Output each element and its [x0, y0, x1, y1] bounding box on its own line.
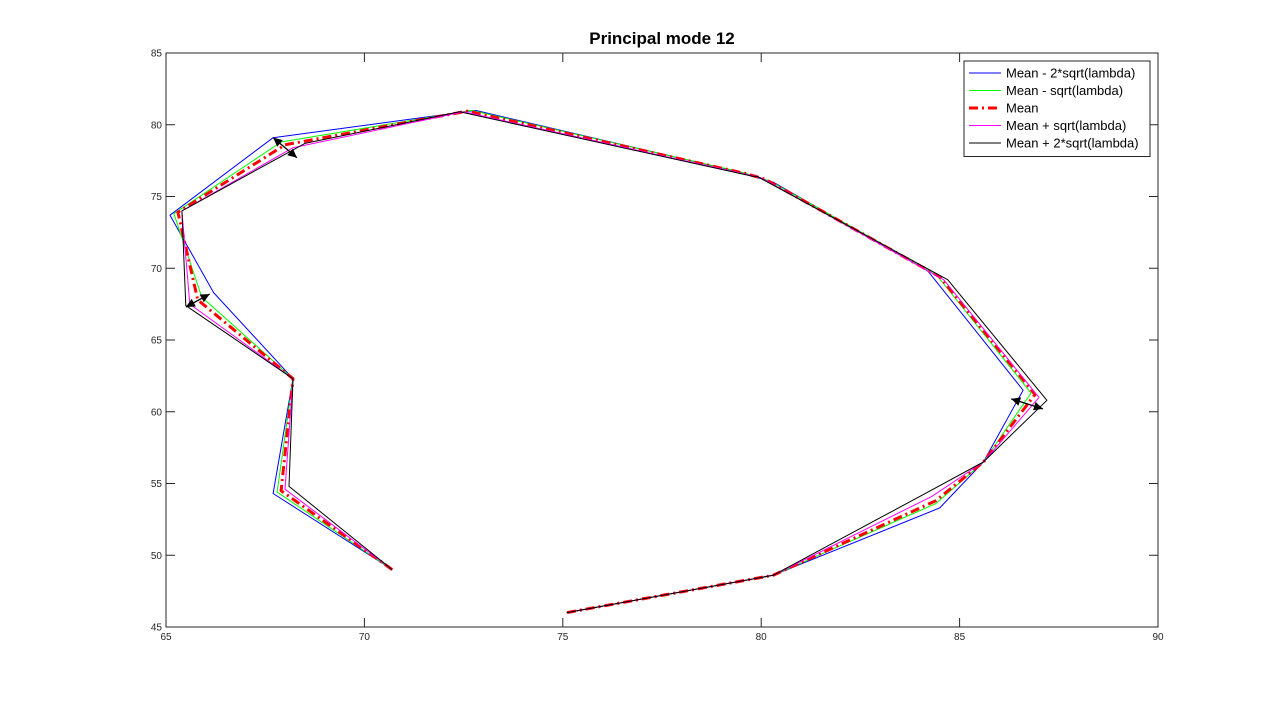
x-tick-label: 75: [557, 632, 569, 643]
legend-label: Mean - sqrt(lambda): [1006, 83, 1123, 98]
x-tick-label: 80: [756, 632, 768, 643]
y-tick-label: 70: [151, 264, 163, 275]
x-tick-label: 65: [160, 632, 172, 643]
series-line-3: [176, 109, 1037, 615]
arrow-head: [199, 294, 210, 303]
y-tick-label: 50: [151, 551, 163, 562]
arrow-head: [1011, 397, 1022, 406]
x-tick-label: 85: [954, 632, 966, 643]
series-line-5: [181, 111, 1048, 614]
y-tick-label: 80: [151, 120, 163, 131]
series-line-4: [181, 111, 1040, 614]
y-tick-label: 60: [151, 407, 163, 418]
x-tick-label: 90: [1152, 632, 1164, 643]
x-tick-label: 70: [359, 632, 371, 643]
legend-label: Mean - 2*sqrt(lambda): [1006, 66, 1135, 81]
arrows-group: [185, 137, 1044, 411]
series-group: [169, 109, 1048, 615]
y-tick-label: 85: [151, 49, 163, 60]
arrow-head: [1033, 402, 1043, 411]
arrow-head: [287, 148, 297, 158]
plot-border: [165, 52, 1159, 628]
legend-label: Mean + 2*sqrt(lambda): [1006, 136, 1139, 151]
legend-label: Mean + sqrt(lambda): [1006, 118, 1126, 133]
y-tick-label: 75: [151, 192, 163, 203]
arrow-head: [273, 137, 283, 147]
y-tick-label: 65: [151, 336, 163, 347]
chart-title: Principal mode 12: [589, 29, 735, 48]
legend-label: Mean: [1006, 101, 1039, 116]
series-line-2: [173, 109, 1032, 614]
y-tick-label: 45: [151, 623, 163, 634]
legend: Mean - 2*sqrt(lambda) Mean - sqrt(lambda)…: [963, 60, 1151, 157]
arrow-head: [185, 298, 196, 307]
y-tick-label: 55: [151, 479, 163, 490]
